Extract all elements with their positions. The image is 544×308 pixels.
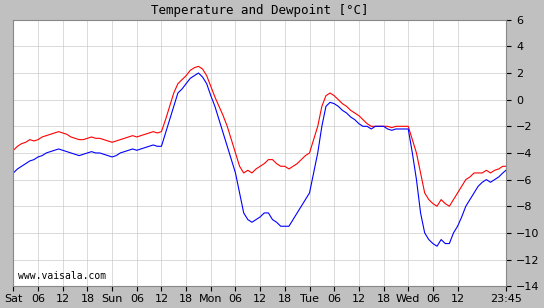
Title: Temperature and Dewpoint [°C]: Temperature and Dewpoint [°C] (151, 4, 368, 17)
Text: www.vaisala.com: www.vaisala.com (18, 271, 107, 281)
